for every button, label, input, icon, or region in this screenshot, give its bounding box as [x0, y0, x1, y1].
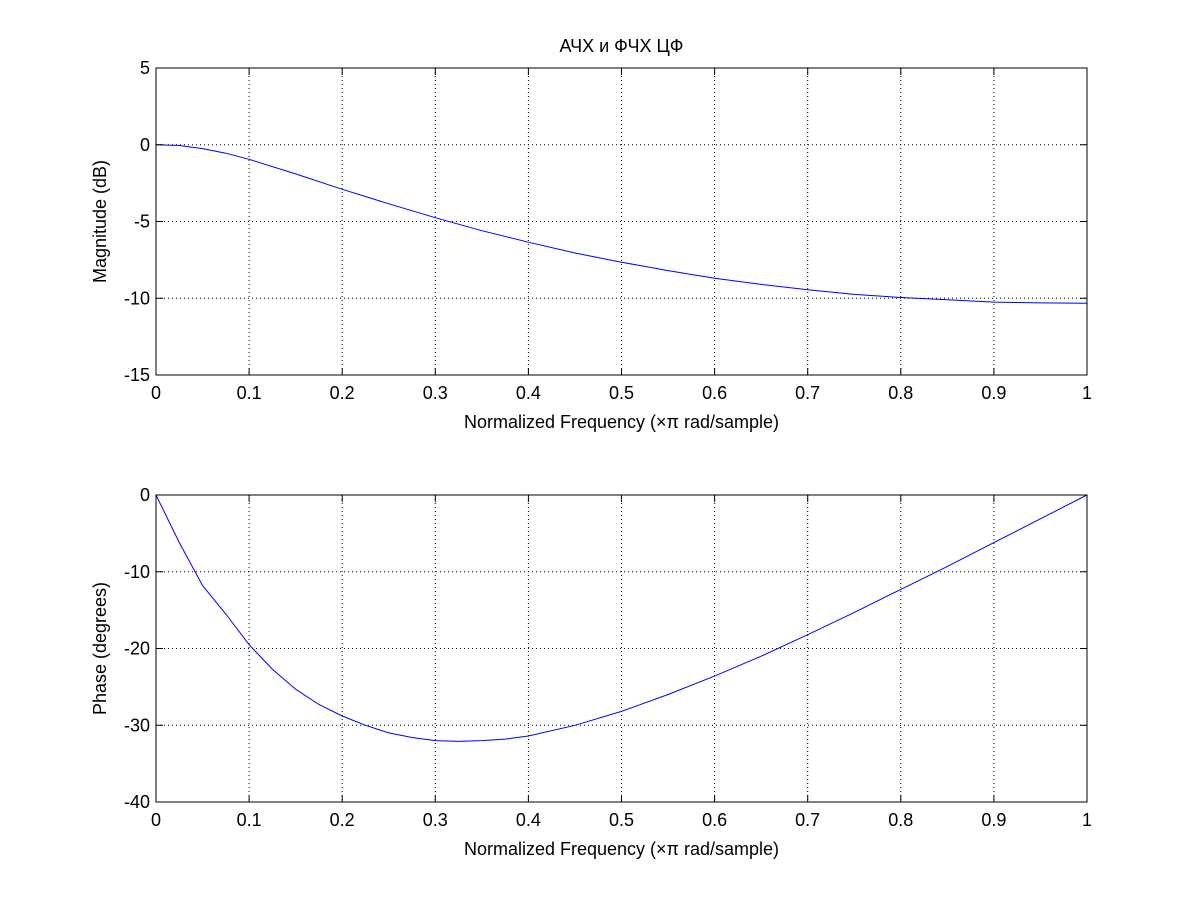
phase-x-tick-label: 0.2	[330, 810, 355, 830]
magnitude-x-tick-label: 0.8	[888, 383, 913, 403]
magnitude-x-tick-label: 0.9	[981, 383, 1006, 403]
phase-x-tick-label: 0	[151, 810, 161, 830]
magnitude-x-tick-label: 0.1	[237, 383, 262, 403]
phase-y-tick-label: -30	[124, 715, 150, 735]
magnitude-y-tick-label: 5	[140, 58, 150, 78]
magnitude-x-tick-label: 0.6	[702, 383, 727, 403]
magnitude-series	[155, 144, 1088, 304]
magnitude-y-tick-label: -5	[134, 212, 150, 232]
magnitude-ticks: 0 0.1 0.2 0.3 0.4 0.5 0.6 0.7 0.8 0.9 1 -15 -10 -5 0 5	[124, 58, 1092, 403]
magnitude-x-tick-label: 1	[1082, 383, 1092, 403]
phase-x-tick-label: 0.9	[981, 810, 1006, 830]
phase-y-axis-label: Phase (degrees)	[90, 582, 110, 715]
phase-y-tick-label: -40	[124, 792, 150, 812]
phase-x-tick-label: 0.1	[237, 810, 262, 830]
magnitude-x-tick-label: 0.7	[795, 383, 820, 403]
magnitude-x-tick-label: 0.3	[423, 383, 448, 403]
phase-ticks: 0 0.1 0.2 0.3 0.4 0.5 0.6 0.7 0.8 0.9 1 -40 -30 -20 -1…	[124, 485, 1092, 830]
magnitude-series-line	[155, 144, 1088, 304]
chart-title: АЧХ и ФЧХ ЦФ	[560, 36, 684, 56]
phase-series-line	[155, 494, 1088, 742]
magnitude-y-tick-label: 0	[140, 135, 150, 155]
magnitude-y-axis-label: Magnitude (dB)	[90, 160, 110, 283]
magnitude-x-tick-label: 0.4	[516, 383, 541, 403]
phase-x-tick-label: 1	[1082, 810, 1092, 830]
phase-y-tick-label: -20	[124, 639, 150, 659]
magnitude-y-tick-label: -15	[124, 365, 150, 385]
magnitude-x-tick-label: 0.5	[609, 383, 634, 403]
phase-y-tick-label: -10	[124, 562, 150, 582]
phase-x-tick-label: 0.5	[609, 810, 634, 830]
magnitude-x-tick-label: 0	[151, 383, 161, 403]
phase-x-axis-label: Normalized Frequency (×π rad/sample)	[464, 839, 779, 859]
phase-x-tick-label: 0.8	[888, 810, 913, 830]
phase-y-tick-label: 0	[140, 485, 150, 505]
magnitude-x-tick-label: 0.2	[330, 383, 355, 403]
magnitude-y-tick-label: -10	[124, 288, 150, 308]
phase-x-tick-label: 0.4	[516, 810, 541, 830]
phase-x-tick-label: 0.7	[795, 810, 820, 830]
magnitude-axes: 0 0.1 0.2 0.3 0.4 0.5 0.6 0.7 0.8 0.9 1-15-10-505 …	[90, 36, 1092, 432]
phase-series	[155, 494, 1088, 742]
phase-x-tick-label: 0.3	[423, 810, 448, 830]
phase-axes: 0 0.1 0.2 0.3 0.4 0.5 0.6 0.7 0.8 0.9 1 -40 -30 -20 -1…	[90, 485, 1092, 859]
magnitude-x-axis-label: Normalized Frequency (×π rad/sample)	[464, 412, 779, 432]
phase-x-tick-label: 0.6	[702, 810, 727, 830]
